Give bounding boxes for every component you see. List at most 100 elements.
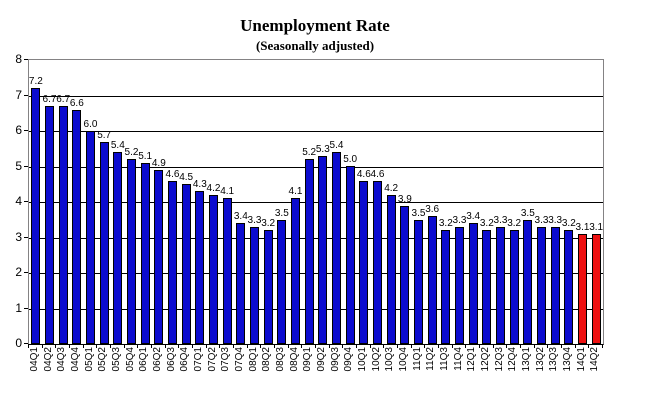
x-axis-tick xyxy=(479,344,480,348)
bar-value-label: 3.5 xyxy=(411,208,426,219)
x-axis-tick xyxy=(424,344,426,348)
x-axis-tick xyxy=(574,344,576,348)
y-axis-label: 6 xyxy=(15,123,22,137)
bar-value-label: 5.2 xyxy=(302,147,317,158)
bar-value-label: 6.7 xyxy=(56,94,71,105)
bar xyxy=(455,227,464,344)
bar-value-label: 4.1 xyxy=(220,186,235,197)
x-axis-label: 06Q1 xyxy=(138,347,150,372)
bar-value-label: 3.3 xyxy=(247,215,262,226)
y-axis-label: 4 xyxy=(15,194,22,208)
x-axis-tick xyxy=(465,344,467,348)
bar-value-label: 4.2 xyxy=(206,183,221,194)
bar xyxy=(373,181,382,344)
x-axis-tick xyxy=(41,344,43,348)
bar xyxy=(564,230,574,344)
y-axis-tick xyxy=(24,201,28,202)
bar-value-label: 4.2 xyxy=(384,183,399,194)
bar xyxy=(277,220,287,344)
x-axis-label: 08Q2 xyxy=(261,347,273,372)
x-axis-tick xyxy=(342,344,344,348)
y-axis-tick xyxy=(24,272,28,273)
bar-value-label: 4.9 xyxy=(151,158,166,169)
x-axis-label: 12Q2 xyxy=(479,347,491,372)
x-axis-label: 13Q1 xyxy=(520,347,532,372)
bar-value-label: 3.2 xyxy=(561,218,576,229)
x-axis-label: 09Q1 xyxy=(302,347,314,372)
bar xyxy=(482,230,492,344)
y-axis-label: 1 xyxy=(15,300,22,315)
bar-value-label: 4.6 xyxy=(370,169,385,180)
x-axis-tick xyxy=(151,344,152,348)
bar xyxy=(250,227,259,344)
y-axis-tick xyxy=(24,59,28,60)
bar xyxy=(427,216,437,344)
x-axis-label: 12Q4 xyxy=(507,347,519,372)
x-axis-tick xyxy=(588,344,590,348)
bar-value-label: 5.7 xyxy=(97,130,112,141)
bar xyxy=(386,195,396,344)
bar xyxy=(345,166,355,344)
x-axis-label: 11Q3 xyxy=(438,347,450,371)
x-axis-label: 13Q4 xyxy=(561,347,573,372)
x-axis-label: 07Q3 xyxy=(220,347,232,372)
bar xyxy=(140,163,150,344)
bar xyxy=(86,131,95,344)
x-axis-tick xyxy=(219,344,221,348)
bar xyxy=(291,198,300,344)
x-axis-label: 09Q3 xyxy=(329,347,341,372)
bar-value-label: 4.6 xyxy=(356,169,371,180)
bar-value-label: 3.1 xyxy=(575,222,590,233)
x-axis-label: 10Q2 xyxy=(370,347,382,372)
bar xyxy=(441,230,451,344)
bar xyxy=(523,220,533,344)
x-axis-tick xyxy=(246,344,248,348)
bar xyxy=(550,227,560,344)
y-axis-label: 5 xyxy=(15,158,22,173)
x-axis-tick xyxy=(69,344,70,348)
y-axis-label: 3 xyxy=(15,229,22,244)
bar xyxy=(209,195,218,344)
bar-value-label: 3.9 xyxy=(397,194,412,205)
x-axis-tick xyxy=(410,344,412,348)
x-axis-label: 04Q3 xyxy=(56,347,68,372)
bar xyxy=(318,156,328,344)
y-axis-label: 0 xyxy=(15,336,22,350)
bar xyxy=(414,220,423,344)
x-axis-tick xyxy=(328,344,330,348)
x-axis-label: 07Q1 xyxy=(192,347,204,372)
bar-value-label: 3.3 xyxy=(493,215,508,226)
bar-value-label: 5.4 xyxy=(329,140,344,151)
bar xyxy=(113,152,123,344)
x-axis-label: 11Q2 xyxy=(425,347,437,371)
bar-value-label: 3.4 xyxy=(233,211,248,222)
x-axis-label: 06Q3 xyxy=(165,347,177,372)
bar xyxy=(263,230,273,344)
y-axis-tick xyxy=(24,343,28,344)
x-axis-tick xyxy=(301,344,303,348)
x-axis-tick xyxy=(178,344,180,348)
bar-value-label: 3.5 xyxy=(520,208,535,219)
bar-value-label: 4.6 xyxy=(165,169,180,180)
x-axis-tick xyxy=(192,344,193,348)
y-axis-tick xyxy=(24,94,28,96)
x-axis-label: 14Q1 xyxy=(575,347,587,372)
x-axis-tick xyxy=(315,344,316,348)
x-axis-label: 06Q4 xyxy=(179,347,191,372)
bar xyxy=(537,227,546,344)
y-axis-label: 2 xyxy=(15,265,22,279)
x-axis-label: 10Q1 xyxy=(356,347,368,372)
bar xyxy=(304,159,314,344)
gridline xyxy=(29,273,603,274)
x-axis-tick xyxy=(55,344,57,348)
x-axis-label: 05Q1 xyxy=(83,347,95,372)
bar-value-label: 3.5 xyxy=(274,208,289,219)
x-axis-label: 11Q4 xyxy=(452,347,464,371)
bar-value-label: 5.1 xyxy=(138,151,153,162)
gridline xyxy=(29,308,603,310)
plot-area: 7.2 6.7 6.7 6.6 6.0 5.7 5.4 5.2 5.1 4.9 4.6 4.5 4.3 4… xyxy=(28,59,604,345)
gridline xyxy=(29,202,603,203)
y-axis-tick xyxy=(24,130,28,131)
x-axis-tick xyxy=(397,344,398,348)
